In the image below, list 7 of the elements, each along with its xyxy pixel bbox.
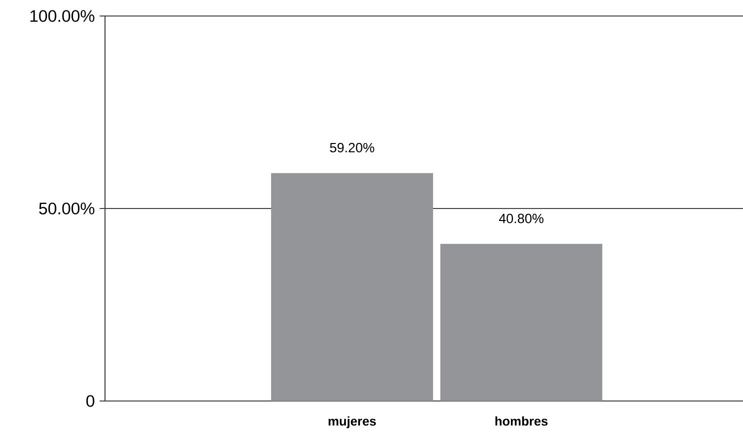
data-label: 40.80%	[499, 214, 544, 224]
y-tick-label: 50.00%	[39, 202, 94, 214]
y-tick-label: 100.00%	[30, 10, 94, 22]
x-tick-label: mujeres	[328, 416, 376, 428]
y-tick-label: 0	[86, 395, 94, 407]
x-tick-label: hombres	[495, 416, 548, 426]
data-label: 59.20%	[330, 142, 374, 152]
